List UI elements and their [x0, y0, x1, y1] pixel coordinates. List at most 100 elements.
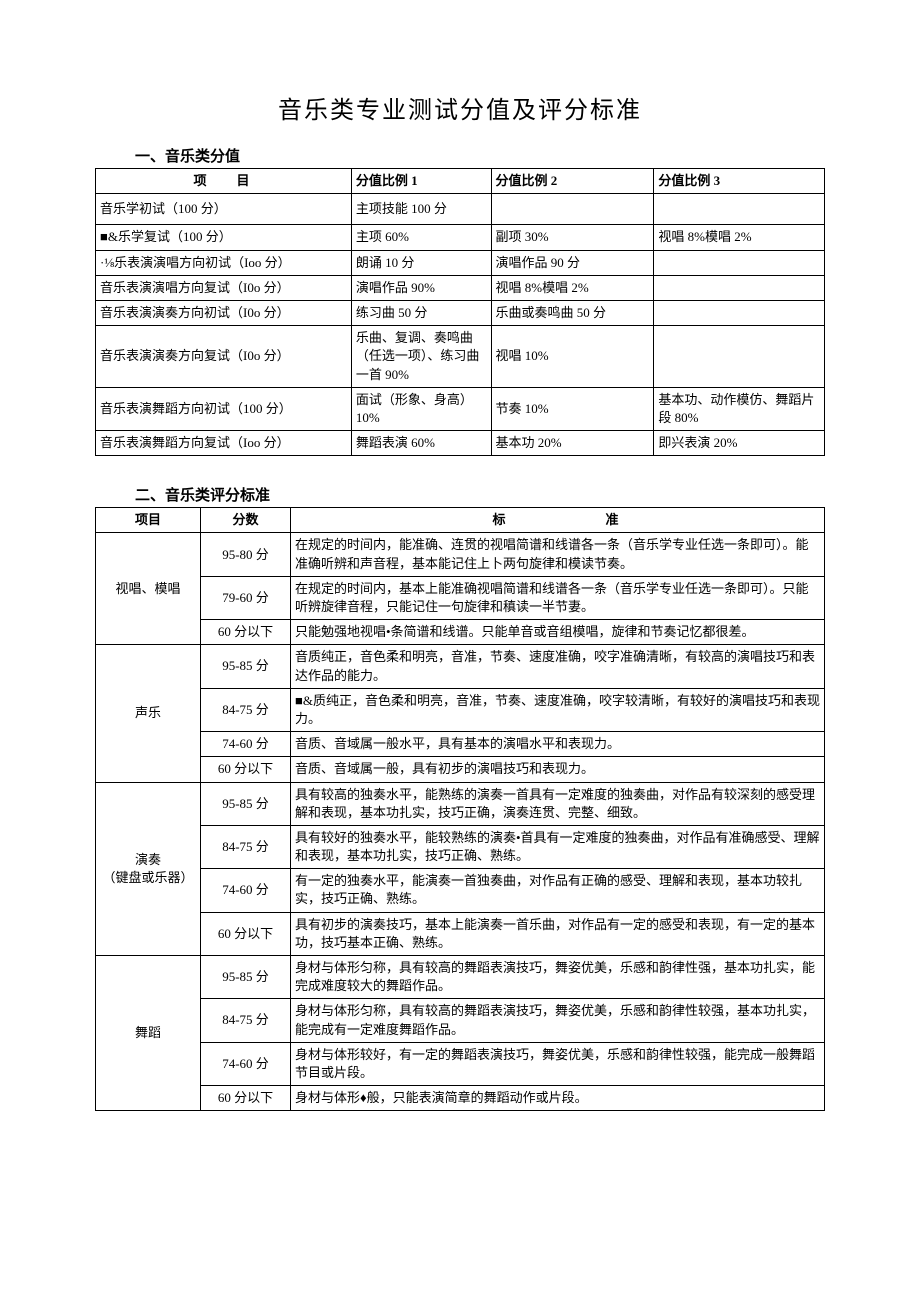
- project-cell: 声乐: [96, 645, 201, 782]
- table-cell: 乐曲、复调、奏鸣曲（任选一项）、练习曲一首 90%: [351, 326, 491, 388]
- table-row: 60 分以下只能勉强地视唱•条简谱和线谱。只能单音或音组模唱，旋律和节奏记忆都很…: [96, 620, 825, 645]
- project-cell: 演奏 （键盘或乐器）: [96, 782, 201, 956]
- table-cell: [654, 194, 825, 225]
- table-cell: [654, 300, 825, 325]
- score-cell: 84-75 分: [201, 825, 291, 868]
- table-header-row: 项目 分数 标准: [96, 508, 825, 533]
- score-cell: 95-80 分: [201, 533, 291, 576]
- table-cell: [654, 275, 825, 300]
- criteria-cell: 在规定的时间内，能准确、连贯的视唱简谱和线谱各一条（音乐学专业任选一条即可）。能…: [291, 533, 825, 576]
- table-cell: 视唱 10%: [491, 326, 654, 388]
- score-cell: 60 分以下: [201, 757, 291, 782]
- table-cell: ·⅛乐表演演唱方向初试（Ioo 分）: [96, 250, 352, 275]
- score-cell: 74-60 分: [201, 869, 291, 912]
- criteria-cell: 身材与体形匀称，具有较高的舞蹈表演技巧，舞姿优美，乐感和韵律性较强，基本功扎实，…: [291, 999, 825, 1042]
- table-cell: ■&乐学复试（100 分）: [96, 225, 352, 250]
- criteria-cell: 具有较高的独奏水平，能熟练的演奏一首具有一定难度的独奏曲，对作品有较深刻的感受理…: [291, 782, 825, 825]
- section1-header: 一、音乐类分值: [135, 145, 825, 166]
- table-row: 舞蹈95-85 分身材与体形匀称，具有较高的舞蹈表演技巧，舞姿优美，乐感和韵律性…: [96, 956, 825, 999]
- table-row: 79-60 分在规定的时间内，基本上能准确视唱简谱和线谱各一条（音乐学专业任选一…: [96, 576, 825, 619]
- table-cell: 音乐表演演奏方向初试（I0o 分）: [96, 300, 352, 325]
- criteria-cell: 音质纯正，音色柔和明亮，音准，节奏、速度准确，咬字准确清晰，有较高的演唱技巧和表…: [291, 645, 825, 688]
- score-cell: 79-60 分: [201, 576, 291, 619]
- table-cell: 音乐表演舞蹈方向复试（Ioo 分）: [96, 431, 352, 456]
- table-cell: 舞蹈表演 60%: [351, 431, 491, 456]
- table-cell: 朗诵 10 分: [351, 250, 491, 275]
- table-cell: 音乐学初试（100 分）: [96, 194, 352, 225]
- table-row: 音乐表演舞蹈方向初试（100 分）面试（形象、身高）10%节奏 10%基本功、动…: [96, 387, 825, 430]
- score-cell: 95-85 分: [201, 956, 291, 999]
- criteria-cell: 身材与体形♦般，只能表演简章的舞蹈动作或片段。: [291, 1086, 825, 1111]
- table-row: 演奏 （键盘或乐器）95-85 分具有较高的独奏水平，能熟练的演奏一首具有一定难…: [96, 782, 825, 825]
- table-cell: 视唱 8%模唱 2%: [491, 275, 654, 300]
- table-row: 音乐表演舞蹈方向复试（Ioo 分）舞蹈表演 60%基本功 20%即兴表演 20%: [96, 431, 825, 456]
- table-cell: [654, 250, 825, 275]
- table-row: 74-60 分有一定的独奏水平，能演奏一首独奏曲，对作品有正确的感受、理解和表现…: [96, 869, 825, 912]
- col-header-project: 项目: [96, 508, 201, 533]
- score-cell: 60 分以下: [201, 1086, 291, 1111]
- criteria-cell: 在规定的时间内，基本上能准确视唱简谱和线谱各一条（音乐学专业任选一条即可）。只能…: [291, 576, 825, 619]
- table-cell: 视唱 8%模唱 2%: [654, 225, 825, 250]
- table-cell: 基本功 20%: [491, 431, 654, 456]
- table-header-row: 项目 分值比例 1 分值比例 2 分值比例 3: [96, 169, 825, 194]
- criteria-cell: 具有初步的演奏技巧，基本上能演奏一首乐曲，对作品有一定的感受和表现，有一定的基本…: [291, 912, 825, 955]
- table-cell: 面试（形象、身高）10%: [351, 387, 491, 430]
- table-row: 60 分以下音质、音域属一般，具有初步的演唱技巧和表现力。: [96, 757, 825, 782]
- project-cell: 视唱、模唱: [96, 533, 201, 645]
- score-cell: 74-60 分: [201, 1042, 291, 1085]
- score-cell: 60 分以下: [201, 912, 291, 955]
- criteria-cell: 身材与体形匀称，具有较高的舞蹈表演技巧，舞姿优美，乐感和韵律性强，基本功扎实，能…: [291, 956, 825, 999]
- col-header-project: 项目: [96, 169, 352, 194]
- table-row: 84-75 分■&质纯正，音色柔和明亮，音准，节奏、速度准确，咬字较清晰，有较好…: [96, 688, 825, 731]
- table-cell: 副项 30%: [491, 225, 654, 250]
- table-cell: 基本功、动作模仿、舞蹈片段 80%: [654, 387, 825, 430]
- table-row: ■&乐学复试（100 分）主项 60%副项 30%视唱 8%模唱 2%: [96, 225, 825, 250]
- table-row: 60 分以下身材与体形♦般，只能表演简章的舞蹈动作或片段。: [96, 1086, 825, 1111]
- table-cell: 节奏 10%: [491, 387, 654, 430]
- criteria-cell: 只能勉强地视唱•条简谱和线谱。只能单音或音组模唱，旋律和节奏记忆都很差。: [291, 620, 825, 645]
- table-cell: [491, 194, 654, 225]
- table-cell: [654, 326, 825, 388]
- table-row: 74-60 分身材与体形较好，有一定的舞蹈表演技巧，舞姿优美，乐感和韵律性较强，…: [96, 1042, 825, 1085]
- page-title: 音乐类专业测试分值及评分标准: [95, 90, 825, 125]
- table-row: 84-75 分具有较好的独奏水平，能较熟练的演奏•首具有一定难度的独奏曲，对作品…: [96, 825, 825, 868]
- table-row: 音乐表演演唱方向复试（I0o 分）演唱作品 90%视唱 8%模唱 2%: [96, 275, 825, 300]
- table-cell: 主项 60%: [351, 225, 491, 250]
- table-cell: 乐曲或奏鸣曲 50 分: [491, 300, 654, 325]
- table-row: 84-75 分身材与体形匀称，具有较高的舞蹈表演技巧，舞姿优美，乐感和韵律性较强…: [96, 999, 825, 1042]
- score-cell: 60 分以下: [201, 620, 291, 645]
- project-cell: 舞蹈: [96, 956, 201, 1111]
- score-value-table: 项目 分值比例 1 分值比例 2 分值比例 3 音乐学初试（100 分）主项技能…: [95, 168, 825, 456]
- table-row: 60 分以下具有初步的演奏技巧，基本上能演奏一首乐曲，对作品有一定的感受和表现，…: [96, 912, 825, 955]
- table-cell: 音乐表演舞蹈方向初试（100 分）: [96, 387, 352, 430]
- table-cell: 演唱作品 90 分: [491, 250, 654, 275]
- table-cell: 音乐表演演奏方向复试（I0o 分）: [96, 326, 352, 388]
- table-cell: 即兴表演 20%: [654, 431, 825, 456]
- col-header-ratio3: 分值比例 3: [654, 169, 825, 194]
- section2-header: 二、音乐类评分标准: [135, 484, 825, 505]
- criteria-cell: 有一定的独奏水平，能演奏一首独奏曲，对作品有正确的感受、理解和表现，基本功较扎实…: [291, 869, 825, 912]
- table-cell: 练习曲 50 分: [351, 300, 491, 325]
- table-row: ·⅛乐表演演唱方向初试（Ioo 分）朗诵 10 分演唱作品 90 分: [96, 250, 825, 275]
- table-row: 音乐表演演奏方向初试（I0o 分）练习曲 50 分乐曲或奏鸣曲 50 分: [96, 300, 825, 325]
- score-cell: 74-60 分: [201, 732, 291, 757]
- table-cell: 主项技能 100 分: [351, 194, 491, 225]
- criteria-cell: 音质、音域属一般水平，具有基本的演唱水平和表现力。: [291, 732, 825, 757]
- table-row: 74-60 分音质、音域属一般水平，具有基本的演唱水平和表现力。: [96, 732, 825, 757]
- col-header-ratio2: 分值比例 2: [491, 169, 654, 194]
- table-cell: 演唱作品 90%: [351, 275, 491, 300]
- criteria-cell: 身材与体形较好，有一定的舞蹈表演技巧，舞姿优美，乐感和韵律性较强，能完成一般舞蹈…: [291, 1042, 825, 1085]
- score-cell: 84-75 分: [201, 688, 291, 731]
- score-cell: 95-85 分: [201, 645, 291, 688]
- score-cell: 84-75 分: [201, 999, 291, 1042]
- criteria-cell: 具有较好的独奏水平，能较熟练的演奏•首具有一定难度的独奏曲，对作品有准确感受、理…: [291, 825, 825, 868]
- table-row: 视唱、模唱95-80 分在规定的时间内，能准确、连贯的视唱简谱和线谱各一条（音乐…: [96, 533, 825, 576]
- col-header-ratio1: 分值比例 1: [351, 169, 491, 194]
- score-cell: 95-85 分: [201, 782, 291, 825]
- col-header-score: 分数: [201, 508, 291, 533]
- criteria-cell: ■&质纯正，音色柔和明亮，音准，节奏、速度准确，咬字较清晰，有较好的演唱技巧和表…: [291, 688, 825, 731]
- grading-criteria-table: 项目 分数 标准 视唱、模唱95-80 分在规定的时间内，能准确、连贯的视唱简谱…: [95, 507, 825, 1111]
- col-header-criteria: 标准: [291, 508, 825, 533]
- table-row: 音乐表演演奏方向复试（I0o 分）乐曲、复调、奏鸣曲（任选一项）、练习曲一首 9…: [96, 326, 825, 388]
- criteria-cell: 音质、音域属一般，具有初步的演唱技巧和表现力。: [291, 757, 825, 782]
